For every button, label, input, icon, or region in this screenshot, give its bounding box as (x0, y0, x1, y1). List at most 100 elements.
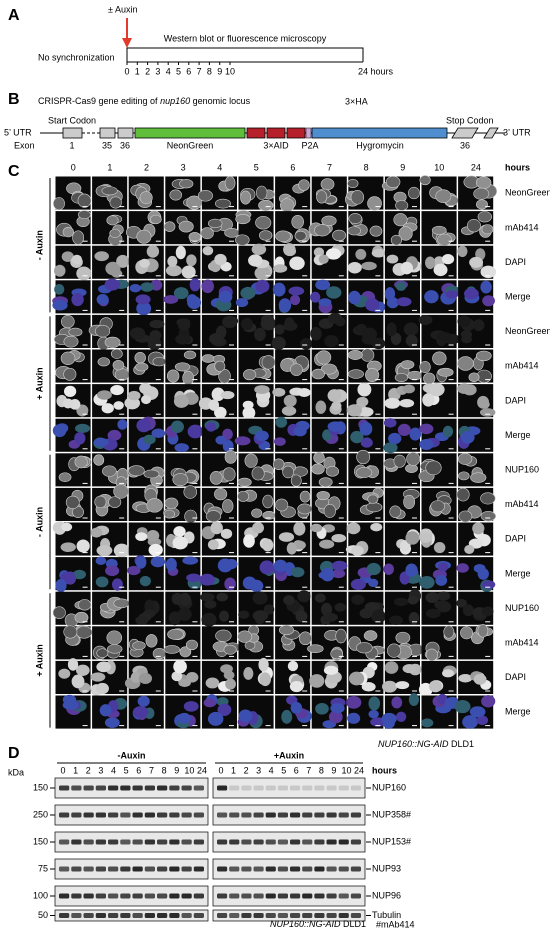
cell (315, 702, 329, 715)
cell (262, 494, 274, 509)
cell (202, 246, 214, 256)
cell (405, 563, 418, 577)
aid (266, 127, 286, 139)
assay: Western blot or fluorescence microscopy (164, 33, 327, 43)
row-label: Merge (505, 707, 531, 717)
lane-label: 8 (162, 765, 167, 775)
cell (183, 350, 197, 360)
band (290, 785, 301, 791)
band (217, 812, 228, 818)
band (290, 913, 301, 918)
cell (316, 490, 330, 501)
cell (220, 664, 233, 674)
row-label: DAPI (505, 257, 526, 267)
cell (313, 247, 325, 258)
cell (397, 423, 411, 437)
timepoint: 4 (166, 66, 171, 76)
cell (384, 661, 399, 674)
unit: hours (372, 765, 397, 775)
cell (458, 510, 473, 523)
band (290, 866, 301, 872)
band (290, 893, 301, 899)
cell (437, 367, 454, 377)
cell (76, 404, 89, 417)
row-label: NeonGreen (505, 188, 550, 198)
cell (400, 360, 415, 370)
cell (63, 385, 77, 398)
cell (442, 669, 455, 678)
band (181, 839, 192, 845)
cell (293, 425, 307, 437)
cell (188, 231, 201, 242)
cell (432, 351, 447, 366)
condition: No synchronization (38, 52, 115, 62)
cell (258, 199, 274, 211)
cell (53, 197, 65, 211)
aid (246, 127, 266, 139)
cell (235, 234, 250, 246)
band (350, 866, 361, 872)
band (193, 866, 204, 872)
exon-number: 35 (102, 140, 112, 150)
cell (462, 604, 474, 617)
cell (441, 253, 455, 265)
cell (146, 245, 160, 258)
cell (204, 599, 217, 609)
cell (282, 465, 294, 479)
cell (132, 706, 149, 718)
cell (381, 712, 397, 725)
cell (106, 630, 123, 646)
cell (186, 573, 202, 583)
utr5: 5’ UTR (4, 127, 32, 137)
cell (348, 213, 362, 224)
band (277, 812, 288, 818)
blot (212, 909, 366, 922)
cell (199, 592, 215, 602)
cell (311, 368, 325, 380)
band (144, 913, 155, 918)
cell (165, 557, 177, 572)
cell (350, 578, 366, 591)
note: #mAb414 (376, 919, 415, 929)
cell (396, 711, 407, 722)
band (144, 866, 155, 872)
cell (104, 717, 120, 728)
cell (335, 317, 346, 327)
band (157, 785, 168, 791)
row-label: NeonGreen (505, 326, 550, 336)
cell (360, 437, 373, 448)
band (277, 913, 288, 918)
band (217, 893, 228, 899)
cell (481, 695, 496, 708)
cell (350, 189, 365, 205)
cell (109, 196, 122, 209)
cell (102, 465, 117, 477)
cell (96, 648, 109, 658)
band (350, 812, 361, 818)
band (350, 839, 361, 845)
cell (167, 255, 178, 268)
cell (62, 398, 74, 409)
cell (132, 641, 146, 650)
lane-label: 9 (174, 765, 179, 775)
cell (297, 503, 313, 515)
cell (332, 229, 347, 242)
group-label: - Auxin (34, 230, 44, 260)
cell (419, 576, 435, 589)
band (157, 893, 168, 899)
cell (224, 228, 240, 238)
cell (101, 186, 118, 196)
band (241, 866, 252, 872)
cell (278, 532, 295, 542)
cell (480, 280, 492, 294)
row-label: mAb414 (505, 222, 539, 232)
strain-label: NUP160::NG-AID DLD1 (270, 919, 366, 929)
cell (149, 319, 165, 329)
band (120, 812, 131, 818)
cell (347, 226, 361, 236)
cell (436, 591, 451, 601)
cell (326, 286, 342, 299)
cell (75, 664, 90, 676)
cell (477, 624, 489, 638)
